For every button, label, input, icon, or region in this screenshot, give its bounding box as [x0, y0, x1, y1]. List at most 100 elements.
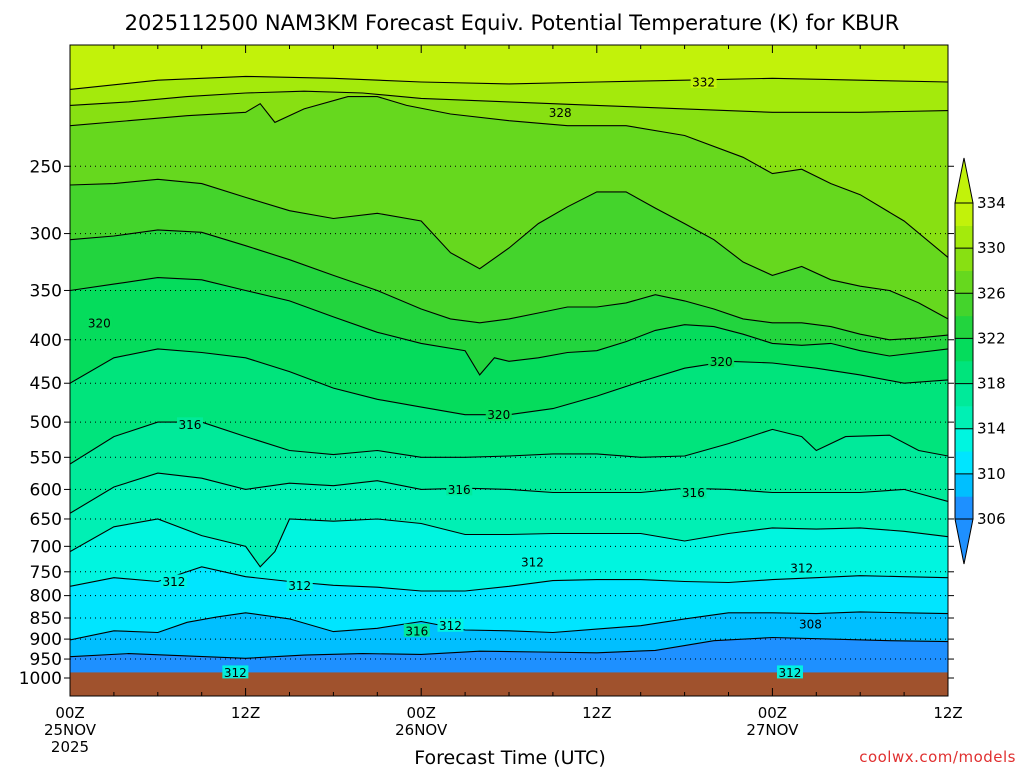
- colorbar-box-8: [955, 315, 973, 339]
- ytick-label-400: 400: [30, 331, 62, 351]
- contour-330: [70, 90, 948, 113]
- contour-label-text: 312: [790, 561, 813, 575]
- contour-label-text: 312: [779, 666, 802, 680]
- contour-324: [70, 229, 948, 341]
- contour-label-2: 320: [86, 315, 113, 330]
- contour-label-text: 316: [179, 418, 202, 432]
- contour-label-text: 332: [692, 76, 715, 90]
- contour-label-text: 308: [799, 618, 822, 632]
- contour-322: [70, 277, 948, 376]
- colorbar-label-3: 318: [977, 375, 1006, 393]
- ytick-label-900: 900: [30, 630, 62, 650]
- plot-area: 332 328 320 320 320 316 316 316 312 312 312 312 312 3…: [69, 44, 949, 697]
- xtick-label-0-0: 00Z: [55, 704, 84, 722]
- contour-label-11: 312: [788, 560, 815, 575]
- ytick-label-600: 600: [30, 480, 62, 500]
- underground-band: [70, 672, 948, 696]
- contour-label-13: 316: [403, 623, 430, 638]
- contour-label-text: 312: [288, 579, 311, 593]
- contour-label-text: 316: [682, 486, 705, 500]
- ytick-label-850: 850: [30, 609, 62, 629]
- colorbar-box-10: [955, 270, 973, 294]
- ytick-label-550: 550: [30, 448, 62, 468]
- contour-326: [70, 178, 948, 320]
- ytick-label-750: 750: [30, 563, 62, 583]
- contour-label-text: 312: [224, 666, 247, 680]
- contour-label-0: 332: [690, 75, 717, 90]
- theta-e-fill-layer: [70, 45, 948, 696]
- ytick-label-700: 700: [30, 537, 62, 557]
- colorbar-box-6: [955, 361, 973, 384]
- xtick-label-1-0: 12Z: [231, 704, 260, 722]
- credit-text: coolwx.com/models: [859, 748, 1016, 766]
- contour-328: [70, 96, 948, 258]
- contour-318: [70, 421, 948, 465]
- colorbar-box-1: [955, 473, 973, 497]
- colorbar-min-extend: [954, 518, 974, 565]
- colorbar-label-7: 334: [977, 194, 1006, 212]
- colorbar-box-3: [955, 428, 973, 452]
- colorbar-max-extend: [954, 157, 974, 204]
- contour-label-9: 312: [286, 578, 313, 593]
- colorbar-box-4: [955, 406, 973, 430]
- contour-332: [70, 75, 948, 90]
- contour-labels: 332 328 320 320 320 316 316 316 312 312 312 312 312 3…: [86, 75, 824, 680]
- colorbar-label-2: 314: [977, 420, 1006, 438]
- colorbar-box-2: [955, 451, 973, 475]
- xtick-label-5-0: 12Z: [933, 704, 962, 722]
- contour-label-5: 316: [176, 417, 203, 432]
- contour-label-text: 312: [439, 619, 462, 633]
- contour-310: [70, 611, 948, 641]
- xtick-label-3-0: 12Z: [582, 704, 611, 722]
- contour-label-4: 320: [485, 407, 512, 422]
- colorbar-label-0: 306: [977, 510, 1006, 528]
- colorbar-label-1: 310: [977, 465, 1006, 483]
- colorbar-label-4: 322: [977, 329, 1006, 347]
- colorbar-box-7: [955, 338, 973, 362]
- x-axis-label: Forecast Time (UTC): [414, 747, 605, 768]
- contour-label-12: 312: [437, 618, 464, 633]
- colorbar-label-5: 326: [977, 284, 1006, 302]
- contour-308: [70, 636, 948, 659]
- contour-label-14: 308: [797, 617, 824, 632]
- xtick-label-4-0: 00Z: [758, 704, 787, 722]
- contour-316: [70, 472, 948, 514]
- contour-label-16: 312: [776, 665, 803, 680]
- ytick-label-500: 500: [30, 413, 62, 433]
- colorbar-box-12: [955, 225, 973, 249]
- ytick-label-350: 350: [30, 281, 62, 301]
- ytick-label-450: 450: [30, 374, 62, 394]
- colorbar-box-13: [955, 203, 973, 226]
- contour-label-1: 328: [547, 105, 574, 120]
- ytick-label-650: 650: [30, 510, 62, 530]
- contour-label-text: 320: [88, 316, 111, 330]
- xtick-label-2-1: 26NOV: [395, 721, 448, 739]
- contour-314: [70, 518, 948, 568]
- contour-label-10: 312: [519, 554, 546, 569]
- contour-label-text: 312: [162, 575, 185, 589]
- contour-label-text: 316: [448, 483, 471, 497]
- xtick-label-2-0: 00Z: [407, 704, 436, 722]
- contour-label-text: 320: [487, 408, 510, 422]
- contour-label-7: 316: [680, 485, 707, 500]
- colorbar-box-5: [955, 383, 973, 407]
- contour-lines: [70, 75, 948, 659]
- chart-title: 2025112500 NAM3KM Forecast Equiv. Potent…: [125, 11, 900, 35]
- xtick-label-0-2: 2025: [51, 738, 89, 756]
- contour-label-text: 312: [521, 555, 544, 569]
- xtick-label-4-1: 27NOV: [746, 721, 799, 739]
- ytick-label-300: 300: [30, 225, 62, 245]
- ytick-label-950: 950: [30, 650, 62, 670]
- colorbar-label-6: 330: [977, 239, 1006, 257]
- contour-label-3: 320: [708, 354, 735, 369]
- colorbar-box-0: [955, 496, 973, 520]
- colorbar-box-9: [955, 293, 973, 317]
- contour-label-8: 312: [160, 574, 187, 589]
- ytick-label-250: 250: [30, 157, 62, 177]
- y-axis: 2503003504004505005506006507007508008509…: [19, 157, 954, 689]
- colorbar-box-11: [955, 248, 973, 272]
- ytick-label-800: 800: [30, 587, 62, 607]
- contour-label-text: 328: [549, 106, 572, 120]
